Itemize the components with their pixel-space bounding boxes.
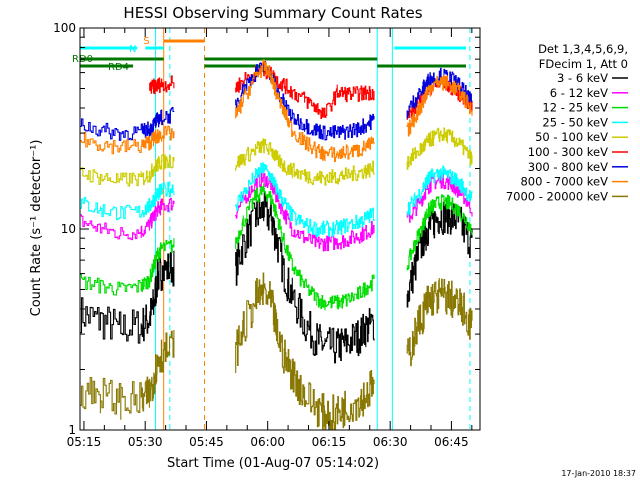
series-line-800-7000-kev [406,74,473,137]
axes-layer [79,27,481,431]
series-line-50-100-kev [235,138,375,186]
y-tick-label: 100 [53,21,76,35]
series-line-3-6-kev [80,250,175,344]
y-tick-label: 1 [68,423,76,437]
series-line-6-12-kev [80,197,175,241]
series-line-100-300-kev [149,75,175,95]
series-line-50-100-kev [406,127,473,170]
flag-label-rd4: RD4 [108,62,129,73]
series-line-7000-20000-kev [80,330,175,420]
series-line-7000-20000-kev [235,272,375,431]
legend-entry-label: 25 - 50 keV [542,115,608,129]
series-line-25-50-kev [80,181,175,221]
legend-entry-label: 300 - 800 keV [528,160,608,174]
flag-label-s: S [143,36,149,47]
series-line-12-25-kev [80,238,175,296]
series-line-25-50-kev [235,162,375,238]
series-line-12-25-kev [235,183,375,311]
x-tick-label: 06:15 [312,435,347,449]
legend-entry-label: 6 - 12 keV [550,86,608,100]
x-tick-labels: 05:15 05:30 05:45 06:00 06:15 06:30 06:45 [67,435,469,449]
series-line-3-6-kev [235,191,375,364]
x-tick-label: 05:45 [189,435,224,449]
y-axis-label: Count Rate (s⁻¹ detector⁻¹) [29,140,44,317]
series-line-50-100-kev [80,154,175,187]
y-tick-label: 10 [61,222,76,236]
y-tick-labels: 1 10 100 [53,21,76,437]
legend-entry-label: 100 - 300 keV [528,145,608,159]
legend-entry-label: 12 - 25 keV [542,101,608,115]
series-line-6-12-kev [235,170,375,252]
series-layer [80,59,473,431]
series-line-12-25-kev [406,194,473,271]
x-tick-label: 05:30 [128,435,163,449]
footer-timestamp: 17-Jan-2010 18:37 [561,469,636,478]
x-tick-label: 06:00 [250,435,285,449]
series-line-800-7000-kev [80,125,175,155]
x-tick-label: 05:15 [67,435,102,449]
series-line-300-800-kev [235,61,375,141]
legend: Det 1,3,4,5,6,9, FDecim 1, Att 0 3 - 6 k… [506,42,628,203]
legend-entry-label: 3 - 6 keV [557,71,608,85]
chart-title: HESSI Observing Summary Count Rates [123,4,422,22]
series-line-25-50-kev [406,165,473,217]
flag-label-n: N [129,44,136,55]
x-axis-label: Start Time (01-Aug-07 05:14:02) [167,456,379,471]
legend-header-line: FDecim 1, Att 0 [539,57,628,71]
x-tick-label: 06:30 [373,435,408,449]
legend-entry-label: 800 - 7000 keV [520,175,608,189]
legend-entry-label: 7000 - 20000 keV [506,189,608,203]
legend-header-line: Det 1,3,4,5,6,9, [538,42,628,56]
series-line-7000-20000-kev [406,278,473,367]
x-tick-label: 06:45 [434,435,469,449]
legend-entry-label: 50 - 100 keV [535,130,608,144]
series-line-800-7000-kev [235,59,375,163]
